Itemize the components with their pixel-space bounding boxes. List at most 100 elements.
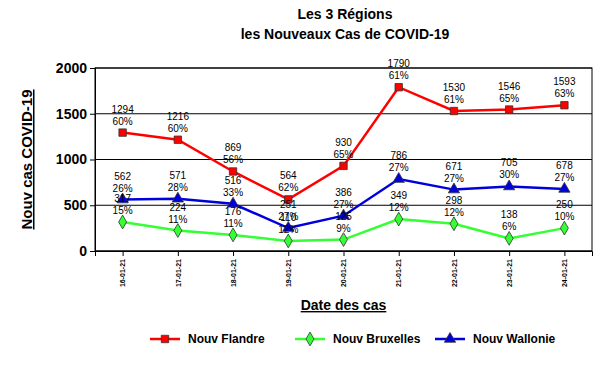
point-marker xyxy=(450,107,457,114)
data-label: 1593 xyxy=(553,76,576,87)
data-label: 1546 xyxy=(498,81,521,92)
legend: Nouv Flandre Nouv Bruxelles Nouv Wallonie xyxy=(150,332,556,346)
data-label: 251 xyxy=(280,199,297,210)
x-tick: 20-01-21 xyxy=(340,251,347,287)
x-tick-mark xyxy=(178,251,179,256)
point-marker xyxy=(560,221,568,235)
plot: 050010001500200016-01-2117-01-2118-01-21… xyxy=(56,58,593,287)
y-axis-line xyxy=(90,69,96,252)
share-label: 6% xyxy=(502,221,517,232)
x-tick-mark xyxy=(123,251,124,256)
y-tick-label: 0 xyxy=(79,243,87,259)
x-axis-line xyxy=(96,252,593,257)
share-label: 27% xyxy=(554,172,574,183)
data-label: 386 xyxy=(335,187,352,198)
data-label: 317 xyxy=(114,193,131,204)
point-marker xyxy=(340,233,348,247)
x-tick-label: 17-01-21 xyxy=(175,259,182,287)
x-tick-label: 23-01-21 xyxy=(506,259,513,287)
y-tick: 1500 xyxy=(56,106,95,122)
share-label: 11% xyxy=(168,214,187,225)
x-tick-mark xyxy=(564,251,565,256)
share-label: 60% xyxy=(113,116,133,127)
y-tick-mark xyxy=(90,205,95,206)
data-label: 571 xyxy=(169,170,186,181)
share-label: 61% xyxy=(444,94,464,105)
x-axis: 16-01-2117-01-2118-01-2119-01-2120-01-21… xyxy=(96,251,593,287)
data-label: 1216 xyxy=(167,111,190,122)
data-label: 930 xyxy=(335,137,352,148)
point-marker xyxy=(395,212,403,226)
title: Les 3 Régions xyxy=(298,6,393,22)
data-label: 786 xyxy=(390,150,407,161)
data-label: 138 xyxy=(501,209,518,220)
x-tick-mark xyxy=(399,251,400,256)
data-label: 1530 xyxy=(443,82,466,93)
plot-frame xyxy=(95,68,592,251)
data-label: 671 xyxy=(446,161,463,172)
x-tick: 21-01-21 xyxy=(395,251,402,287)
series-line xyxy=(123,179,565,228)
share-label: 27% xyxy=(389,162,409,173)
data-label: 224 xyxy=(169,202,186,213)
x-tick: 17-01-21 xyxy=(175,251,182,287)
share-label: 11% xyxy=(223,218,242,229)
point-marker xyxy=(284,234,292,248)
point-marker xyxy=(393,173,404,183)
y-tick: 0 xyxy=(79,243,95,259)
legend-item: Nouv Bruxelles xyxy=(295,332,421,346)
x-tick-mark xyxy=(233,251,234,256)
data-label: 176 xyxy=(225,206,242,217)
data-label: 562 xyxy=(114,171,131,182)
x-tick: 23-01-21 xyxy=(506,251,513,287)
x-tick-label: 19-01-21 xyxy=(285,259,292,287)
series-line xyxy=(123,87,565,199)
share-label: 27% xyxy=(444,173,464,184)
x-tick: 22-01-21 xyxy=(451,251,458,287)
share-label: 65% xyxy=(499,93,519,104)
data-label: 869 xyxy=(225,142,242,153)
share-label: 63% xyxy=(554,88,574,99)
legend-marker xyxy=(161,335,168,342)
point-marker xyxy=(174,136,181,143)
data-label: 678 xyxy=(556,160,573,171)
point-marker xyxy=(559,182,570,192)
data-labels: 129460%121660%86956%56462%93065%179061%1… xyxy=(111,58,575,235)
x-tick-mark xyxy=(509,251,510,256)
share-label: 9% xyxy=(336,223,351,234)
x-tick: 19-01-21 xyxy=(285,251,292,287)
share-label: 60% xyxy=(168,123,188,134)
y-axis: 0500100015002000 xyxy=(56,60,96,259)
y-tick-mark xyxy=(90,160,95,161)
share-label: 15% xyxy=(113,205,133,216)
x-tick-mark xyxy=(344,251,345,256)
share-label: 30% xyxy=(499,169,519,180)
share-label: 27% xyxy=(333,199,353,210)
x-tick: 24-01-21 xyxy=(561,251,568,287)
point-marker xyxy=(505,106,512,113)
legend-label: Nouv Flandre xyxy=(188,332,265,346)
data-label: 125 xyxy=(335,211,352,222)
y-tick: 500 xyxy=(64,197,95,213)
data-label: 516 xyxy=(225,175,242,186)
title: les Nouveaux Cas de COVID-19 xyxy=(241,26,450,42)
share-label: 27% xyxy=(278,211,298,222)
legend-item: Nouv Wallonie xyxy=(435,332,556,346)
point-marker xyxy=(119,215,127,229)
share-label: 12% xyxy=(278,224,298,235)
point-marker xyxy=(450,217,458,231)
data-label: 1790 xyxy=(388,58,411,69)
data-label: 1294 xyxy=(111,104,134,115)
share-label: 26% xyxy=(113,183,133,194)
data-label: 250 xyxy=(556,199,573,210)
share-label: 12% xyxy=(444,207,464,218)
legend-marker xyxy=(444,332,455,342)
share-label: 33% xyxy=(223,187,243,198)
point-marker xyxy=(561,102,568,109)
x-tick-label: 18-01-21 xyxy=(230,259,237,287)
data-label: 298 xyxy=(446,195,463,206)
x-tick-mark xyxy=(288,251,289,256)
point-marker xyxy=(505,231,513,245)
y-tick-mark xyxy=(90,68,95,69)
share-label: 10% xyxy=(554,211,574,222)
